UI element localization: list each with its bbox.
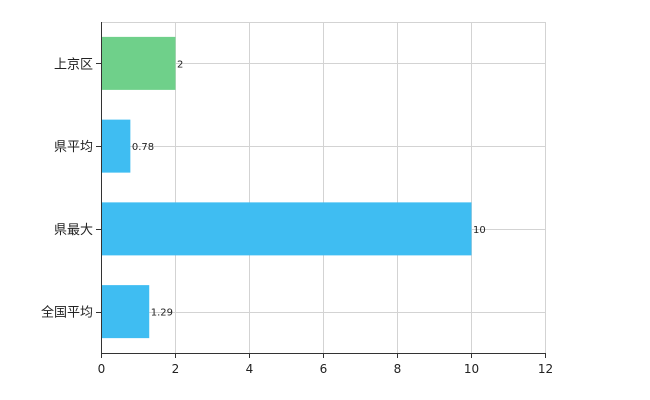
bar-1 — [101, 119, 131, 173]
value-label-0: 2 — [177, 59, 183, 70]
x-axis-ticks: 0 2 4 6 8 10 12 — [98, 353, 553, 376]
x-tick-label-0: 0 — [98, 362, 106, 376]
category-label-2: 県最大 — [54, 223, 93, 238]
x-tick-label-4: 8 — [394, 362, 402, 376]
category-label-1: 県平均 — [54, 140, 93, 155]
bar-3 — [101, 285, 150, 339]
x-tick-label-1: 2 — [172, 362, 180, 376]
category-label-0: 上京区 — [54, 57, 93, 72]
value-labels: 2 0.78 10 1.29 — [132, 59, 486, 318]
value-label-3: 1.29 — [151, 308, 173, 319]
bar-0 — [101, 36, 176, 90]
x-tick-label-5: 10 — [464, 362, 479, 376]
value-label-1: 0.78 — [132, 142, 154, 153]
x-tick-label-2: 4 — [246, 362, 254, 376]
category-label-3: 全国平均 — [41, 305, 93, 321]
x-tick-label-6: 12 — [538, 362, 553, 376]
value-label-2: 10 — [473, 225, 486, 236]
x-tick-label-3: 6 — [320, 362, 328, 376]
bar-2 — [101, 202, 472, 256]
bars — [101, 36, 472, 339]
